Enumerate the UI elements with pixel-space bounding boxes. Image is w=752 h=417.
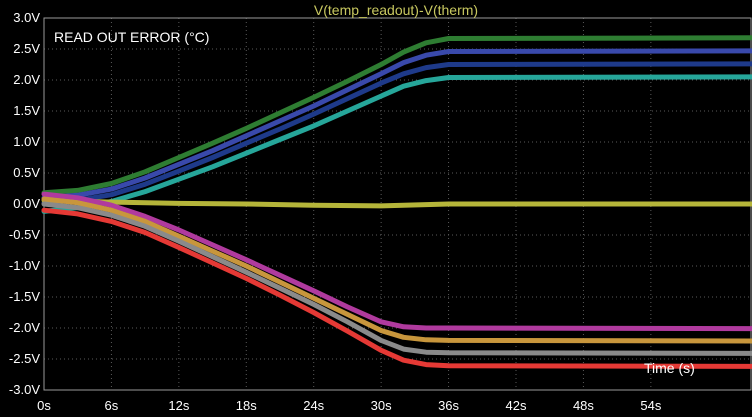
- y-tick-label: 0.5V: [13, 165, 40, 180]
- series-line-6: [41, 191, 752, 332]
- series-line-4: [41, 74, 752, 214]
- series-line-3: [41, 61, 752, 206]
- series-line-5: [41, 197, 752, 209]
- series-line-2: [41, 48, 752, 201]
- y-tick-label: 1.5V: [13, 103, 40, 118]
- x-axis-label: Time (s): [644, 360, 695, 376]
- y-tick-label: 0.0V: [13, 196, 40, 211]
- x-tick-label: 30s: [371, 398, 392, 413]
- x-tick-label: 18s: [236, 398, 257, 413]
- y-tick-label: 2.5V: [13, 41, 40, 56]
- y-tick-label: -1.5V: [9, 289, 40, 304]
- x-tick-label: 0s: [37, 398, 51, 413]
- x-tick-label: 42s: [506, 398, 527, 413]
- chart-title: V(temp_readout)-V(therm): [314, 2, 478, 18]
- series-line-1: [41, 35, 752, 196]
- y-tick-label: -1.0V: [9, 258, 40, 273]
- tick-labels: 3.0V 2.5V 2.0V 1.5V 1.0V 0.5V 0.0V -0.5V -1.0V -1…: [9, 10, 662, 413]
- x-tick-label: 24s: [303, 398, 324, 413]
- x-tick-label: 6s: [105, 398, 119, 413]
- y-tick-label: 2.0V: [13, 72, 40, 87]
- x-tick-label: 36s: [438, 398, 459, 413]
- x-tick-label: 12s: [168, 398, 189, 413]
- series-group: [41, 35, 752, 369]
- series-line-8: [41, 201, 752, 356]
- series-line-9: [41, 207, 752, 369]
- y-tick-label: -0.5V: [9, 227, 40, 242]
- y-tick-label: 1.0V: [13, 134, 40, 149]
- series-line-7: [41, 196, 752, 344]
- x-tick-label: 54s: [640, 398, 661, 413]
- y-tick-label: -2.0V: [9, 320, 40, 335]
- y-tick-label: -3.0V: [9, 382, 40, 397]
- y-tick-label: -2.5V: [9, 351, 40, 366]
- readout-error-annotation: READ OUT ERROR (°C): [54, 29, 209, 45]
- x-tick-label: 48s: [573, 398, 594, 413]
- y-tick-label: 3.0V: [13, 10, 40, 25]
